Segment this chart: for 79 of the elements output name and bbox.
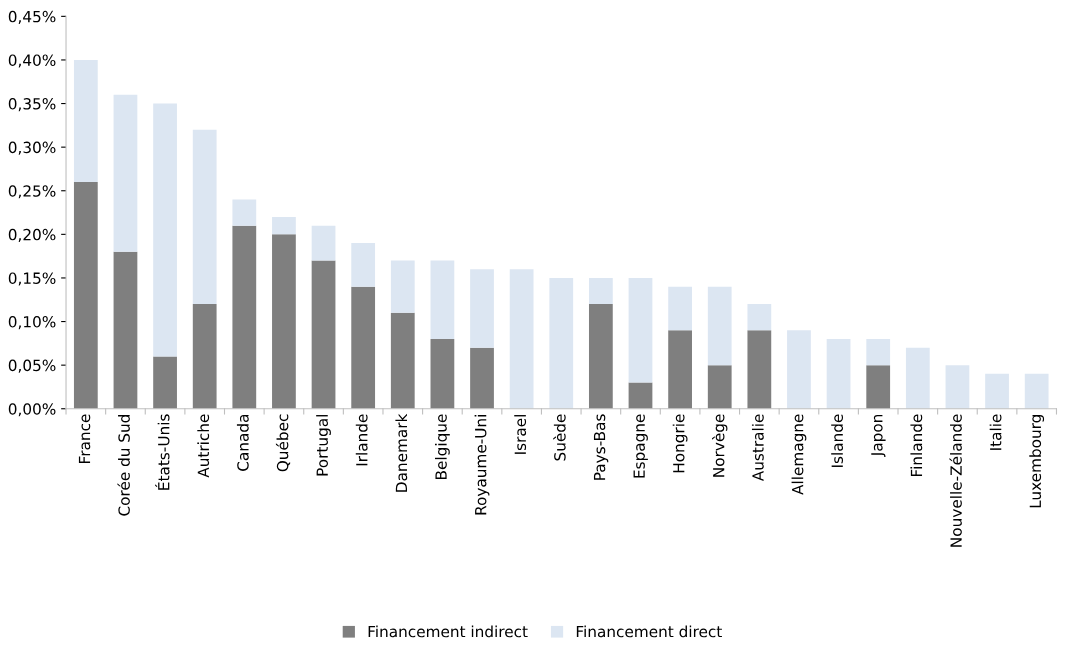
bar (945, 365, 970, 409)
bar (707, 286, 732, 366)
y-tick-label: 0,25% (8, 185, 56, 199)
bar (826, 338, 851, 409)
bar (272, 216, 296, 235)
bar (628, 382, 653, 409)
bar (272, 234, 296, 409)
y-tick-label: 0,10% (8, 316, 56, 330)
x-tick-label: Islande (831, 414, 844, 467)
y-tick-label: 0,20% (8, 228, 56, 242)
x-tick-label: Québec (275, 414, 291, 472)
x-tick-label: Nouvelle-Zélande (949, 414, 962, 547)
legend-label: Financement direct (576, 625, 722, 638)
bar (351, 243, 376, 287)
bar (192, 129, 217, 305)
bar (153, 103, 177, 357)
bar (73, 182, 98, 409)
x-tick-label: France (78, 414, 91, 463)
bar (747, 330, 772, 409)
bar (192, 304, 217, 409)
bar (430, 338, 455, 409)
bar (588, 277, 613, 305)
bar (113, 94, 138, 252)
x-tick-label: Japon (871, 414, 886, 457)
bar (73, 59, 98, 183)
x-tick-label: Danemark (395, 413, 408, 492)
x-tick-label: Australie (751, 414, 764, 482)
bar (311, 260, 336, 409)
y-tick-label: 0,35% (8, 98, 56, 112)
bar (628, 277, 653, 383)
x-tick-label: Belgique (435, 414, 450, 479)
y-tick-label: 0,05% (8, 359, 56, 373)
x-tick-label: Corée du Sud (117, 415, 130, 516)
bar (668, 286, 692, 331)
x-tick-label: Allemagne (791, 414, 807, 495)
bar (351, 286, 376, 409)
bar (985, 373, 1009, 409)
x-tick-label: Pays-Bas (593, 414, 609, 480)
bar (588, 304, 613, 409)
x-tick-label: Suède (553, 414, 566, 461)
x-tick-label: Espagne (633, 414, 648, 478)
bar (549, 277, 574, 409)
bar (668, 330, 692, 409)
x-tick-label: Autriche (197, 414, 210, 478)
bar (430, 260, 455, 339)
bar (707, 365, 732, 409)
y-tick-label: 0,15% (8, 272, 56, 286)
x-tick-label: Portugal (316, 415, 331, 476)
bar (747, 304, 772, 331)
bar (470, 269, 494, 348)
bar (787, 330, 811, 409)
bar (866, 338, 891, 366)
y-tick-label: 0,45% (8, 10, 56, 24)
y-tick-label: 0,00% (8, 403, 56, 417)
y-tick-label: 0,40% (8, 54, 56, 68)
x-tick-label: Hongrie (672, 414, 688, 473)
bar (311, 225, 336, 261)
bar (905, 347, 930, 409)
y-tick-label: 0,30% (8, 141, 56, 155)
legend-label: Financement indirect (368, 625, 528, 638)
x-tick-label: Canada (236, 415, 249, 471)
bar (866, 365, 891, 409)
x-tick-label: États-Unis (155, 414, 170, 490)
bar (1024, 373, 1049, 409)
x-tick-label: Finlande (910, 414, 923, 477)
x-tick-label: Irlande (355, 414, 368, 466)
bar (153, 356, 177, 409)
x-tick-label: Norvège (712, 414, 728, 477)
x-tick-label: Israel (514, 415, 527, 454)
bar (113, 251, 138, 409)
bar (509, 269, 534, 409)
bar (390, 312, 415, 409)
bar (232, 199, 257, 226)
x-tick-label: Luxembourg (1029, 415, 1045, 508)
bar (470, 347, 494, 409)
bar (232, 225, 257, 409)
x-tick-label: Italie (989, 414, 1002, 450)
bar (390, 260, 415, 313)
x-tick-label: Royaume-Uni (474, 415, 490, 515)
